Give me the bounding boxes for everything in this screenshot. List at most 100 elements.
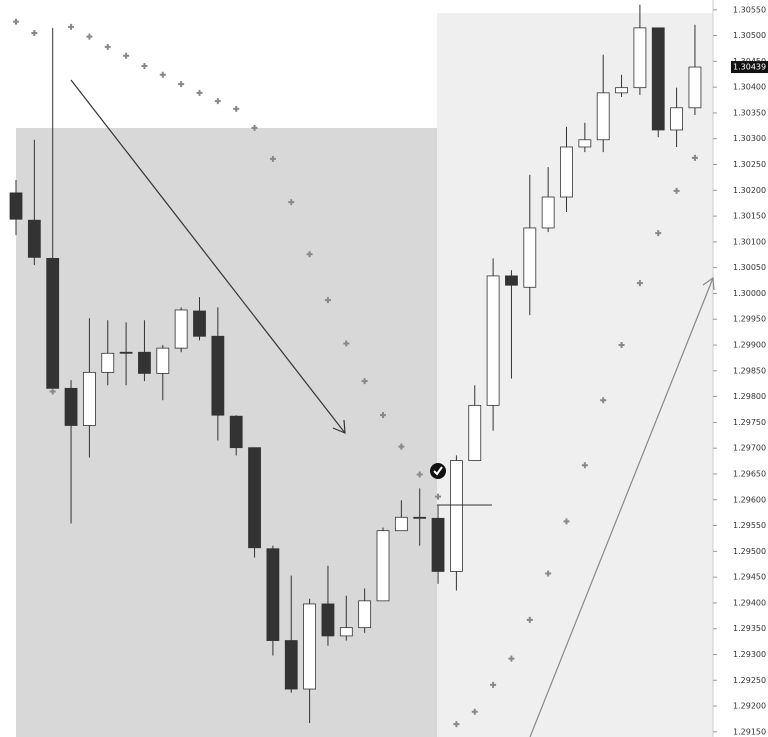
y-tick-label: 1.29850 [733, 366, 766, 375]
candle-body [413, 516, 427, 519]
candle-body [174, 309, 188, 349]
sar-dot [68, 23, 75, 30]
candle-body [303, 603, 317, 690]
y-tick-label: 1.29450 [733, 573, 766, 582]
sar-dot [196, 89, 203, 96]
candle-body [284, 640, 298, 690]
candle-body [248, 447, 261, 549]
y-tick-label: 1.30050 [733, 263, 766, 272]
sar-dot [673, 187, 680, 194]
y-tick-label: 1.29650 [733, 469, 766, 478]
sar-dot [471, 708, 478, 715]
price-tag-label: 1.30439 [733, 63, 766, 72]
sar-dot [545, 570, 552, 577]
sar-dot [214, 98, 221, 105]
candle-body [376, 530, 390, 602]
sar-dot [288, 199, 295, 206]
sar-dot [251, 124, 258, 131]
candle-body [156, 347, 170, 374]
y-tick-label: 1.29950 [733, 315, 766, 324]
y-tick-label: 1.29200 [733, 702, 766, 711]
y-tick-label: 1.29150 [733, 727, 766, 736]
sar-dot [398, 443, 405, 450]
sar-dot [526, 616, 533, 623]
sar-dot [178, 81, 185, 88]
candle-body [578, 139, 592, 148]
candle-body [541, 196, 555, 229]
y-tick-label: 1.29350 [733, 624, 766, 633]
sar-dot [86, 33, 93, 40]
arrow [529, 277, 714, 737]
sar-dot [141, 63, 148, 70]
arrow [70, 79, 346, 434]
y-tick-label: 1.30200 [733, 186, 766, 195]
candle-body [523, 227, 537, 288]
sar-dot [49, 388, 56, 395]
candle-body [486, 275, 500, 406]
y-tick-label: 1.30000 [733, 289, 766, 298]
y-tick-label: 1.29300 [733, 650, 766, 659]
sar-dot [13, 18, 19, 25]
candle-body [266, 548, 280, 641]
plot [9, 4, 702, 728]
candle-body [229, 415, 243, 449]
candle-body [119, 351, 133, 354]
sar-dot [380, 412, 386, 419]
y-tick-label: 1.30100 [733, 237, 766, 246]
shaded-zone [437, 13, 713, 737]
arrow-head [702, 276, 715, 291]
sar-dot [416, 471, 423, 478]
y-tick-label: 1.29900 [733, 341, 766, 350]
sar-dot [490, 681, 497, 688]
sar-dot [508, 655, 515, 662]
sar-dot [324, 297, 331, 304]
candle-body [321, 603, 335, 637]
candle-body [688, 66, 702, 109]
candle-body [358, 600, 372, 629]
candle-body [633, 27, 647, 89]
sar-dot [233, 105, 240, 112]
candle-body [394, 516, 408, 532]
sar-dot [123, 52, 130, 59]
candle-body [46, 257, 60, 389]
candle-body [211, 335, 225, 416]
candle-body [83, 371, 96, 426]
sar-dot [618, 342, 625, 349]
candle-body [193, 310, 206, 337]
candle-body [670, 107, 683, 131]
y-tick-label: 1.29600 [733, 495, 766, 504]
candle-body [9, 192, 23, 220]
sar-dot [563, 518, 570, 525]
sar-dot [691, 154, 698, 161]
sar-dot [343, 340, 350, 347]
y-tick-label: 1.29500 [733, 547, 766, 556]
y-tick-label: 1.30150 [733, 212, 766, 221]
sar-dot [269, 155, 276, 162]
sar-dot [159, 71, 166, 78]
candle-body [449, 460, 463, 572]
candle-body [101, 352, 115, 373]
price-tag [731, 61, 768, 74]
y-tick-label: 1.30500 [733, 31, 766, 40]
sar-dot [581, 462, 588, 469]
sar-dot [636, 280, 643, 287]
sar-dot [306, 251, 313, 258]
check-icon [430, 463, 446, 479]
y-tick-label: 1.30550 [733, 5, 766, 14]
y-tick-label: 1.30250 [733, 160, 766, 169]
candle-body [505, 275, 518, 286]
candle-body [27, 219, 41, 258]
candle-body [468, 404, 482, 461]
sar-dot [600, 397, 607, 404]
arrow-head [332, 419, 346, 434]
candle-body [64, 387, 78, 426]
sar-dot [104, 43, 111, 50]
y-tick-label: 1.29550 [733, 521, 766, 530]
sar-dot [655, 230, 662, 237]
y-tick-label: 1.29750 [733, 418, 766, 427]
y-tick-label: 1.29400 [733, 598, 766, 607]
y-tick-label: 1.30400 [733, 83, 766, 92]
y-tick-label: 1.29250 [733, 676, 766, 685]
candle-body [615, 87, 628, 94]
y-tick-label: 1.30300 [733, 134, 766, 143]
